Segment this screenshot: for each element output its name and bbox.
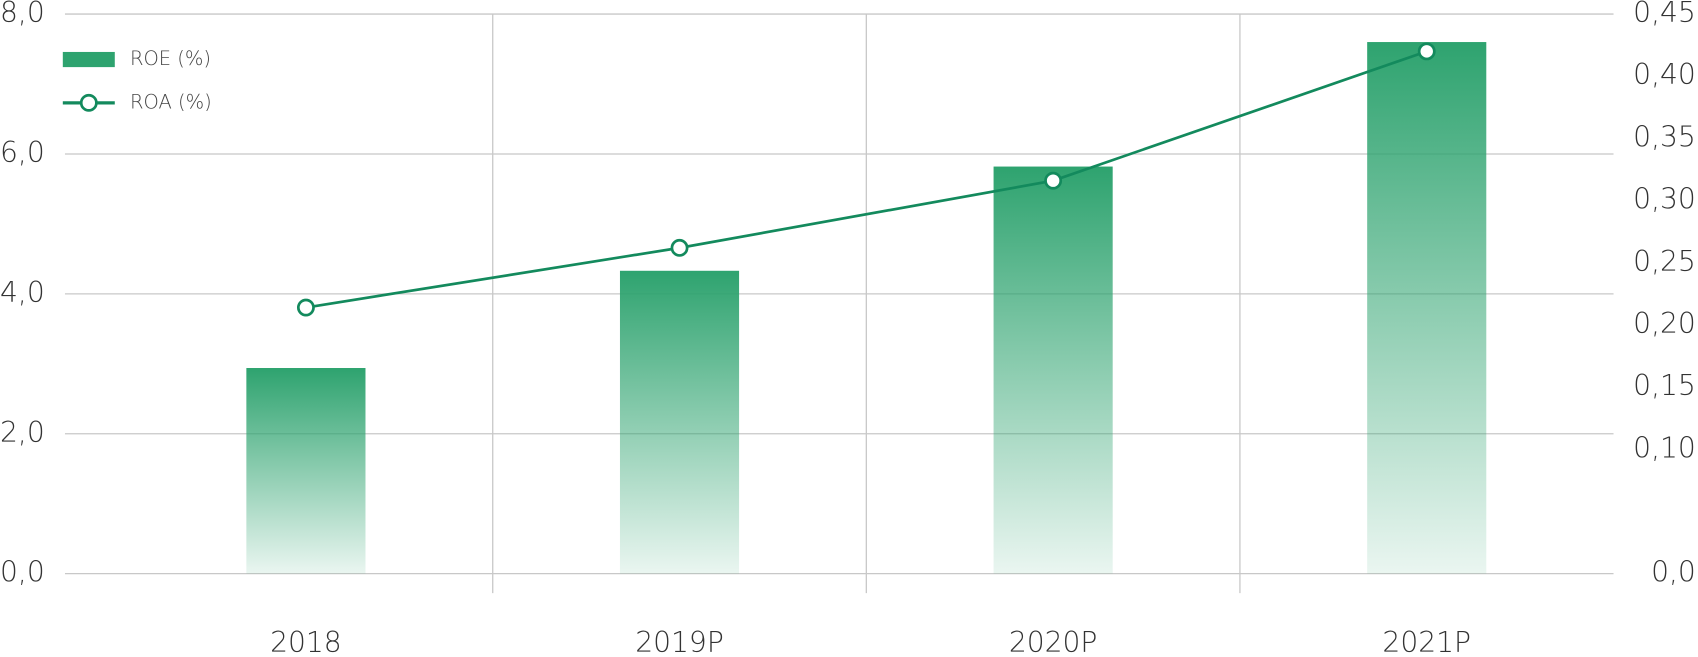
point [1417, 42, 1436, 61]
legend-label: ROE (%) [130, 47, 211, 70]
y2-tick-label: 0,15 [1633, 369, 1696, 402]
legend-label: ROA (%) [130, 90, 212, 113]
y-tick-label: 8,0 [0, 0, 45, 29]
y2-tick-label: 0,25 [1633, 245, 1696, 278]
x-tick-label: 2018 [270, 626, 342, 657]
x-tick-label: 2021P [1382, 626, 1471, 657]
y2-tick-label: 0,40 [1633, 58, 1696, 91]
y2-tick-label: 0,10 [1633, 431, 1696, 464]
point [670, 238, 689, 257]
point [296, 298, 315, 317]
bar [993, 166, 1113, 574]
y-tick-label: 2,0 [0, 416, 45, 449]
legend-marker [79, 93, 98, 112]
point [1044, 171, 1063, 190]
bar [246, 368, 366, 574]
x-tick-label: 2020P [1009, 626, 1098, 657]
y2-tick-label: 0,0 [1651, 556, 1696, 589]
bar [619, 270, 740, 574]
bar [1367, 42, 1487, 574]
y-tick-label: 0,0 [0, 556, 45, 589]
y-tick-label: 6,0 [0, 136, 45, 169]
legend-swatch [62, 51, 115, 68]
y2-tick-label: 0,30 [1633, 183, 1696, 216]
legend: ROE (%) ROA (%) [62, 47, 212, 113]
y2-tick-label: 0,35 [1633, 120, 1696, 153]
y-tick-label: 4,0 [0, 276, 45, 309]
y2-tick-label: 0,20 [1633, 307, 1696, 340]
line [305, 50, 1428, 309]
y2-tick-label: 0,45 [1633, 0, 1696, 29]
x-tick-label: 2019P [635, 626, 724, 657]
